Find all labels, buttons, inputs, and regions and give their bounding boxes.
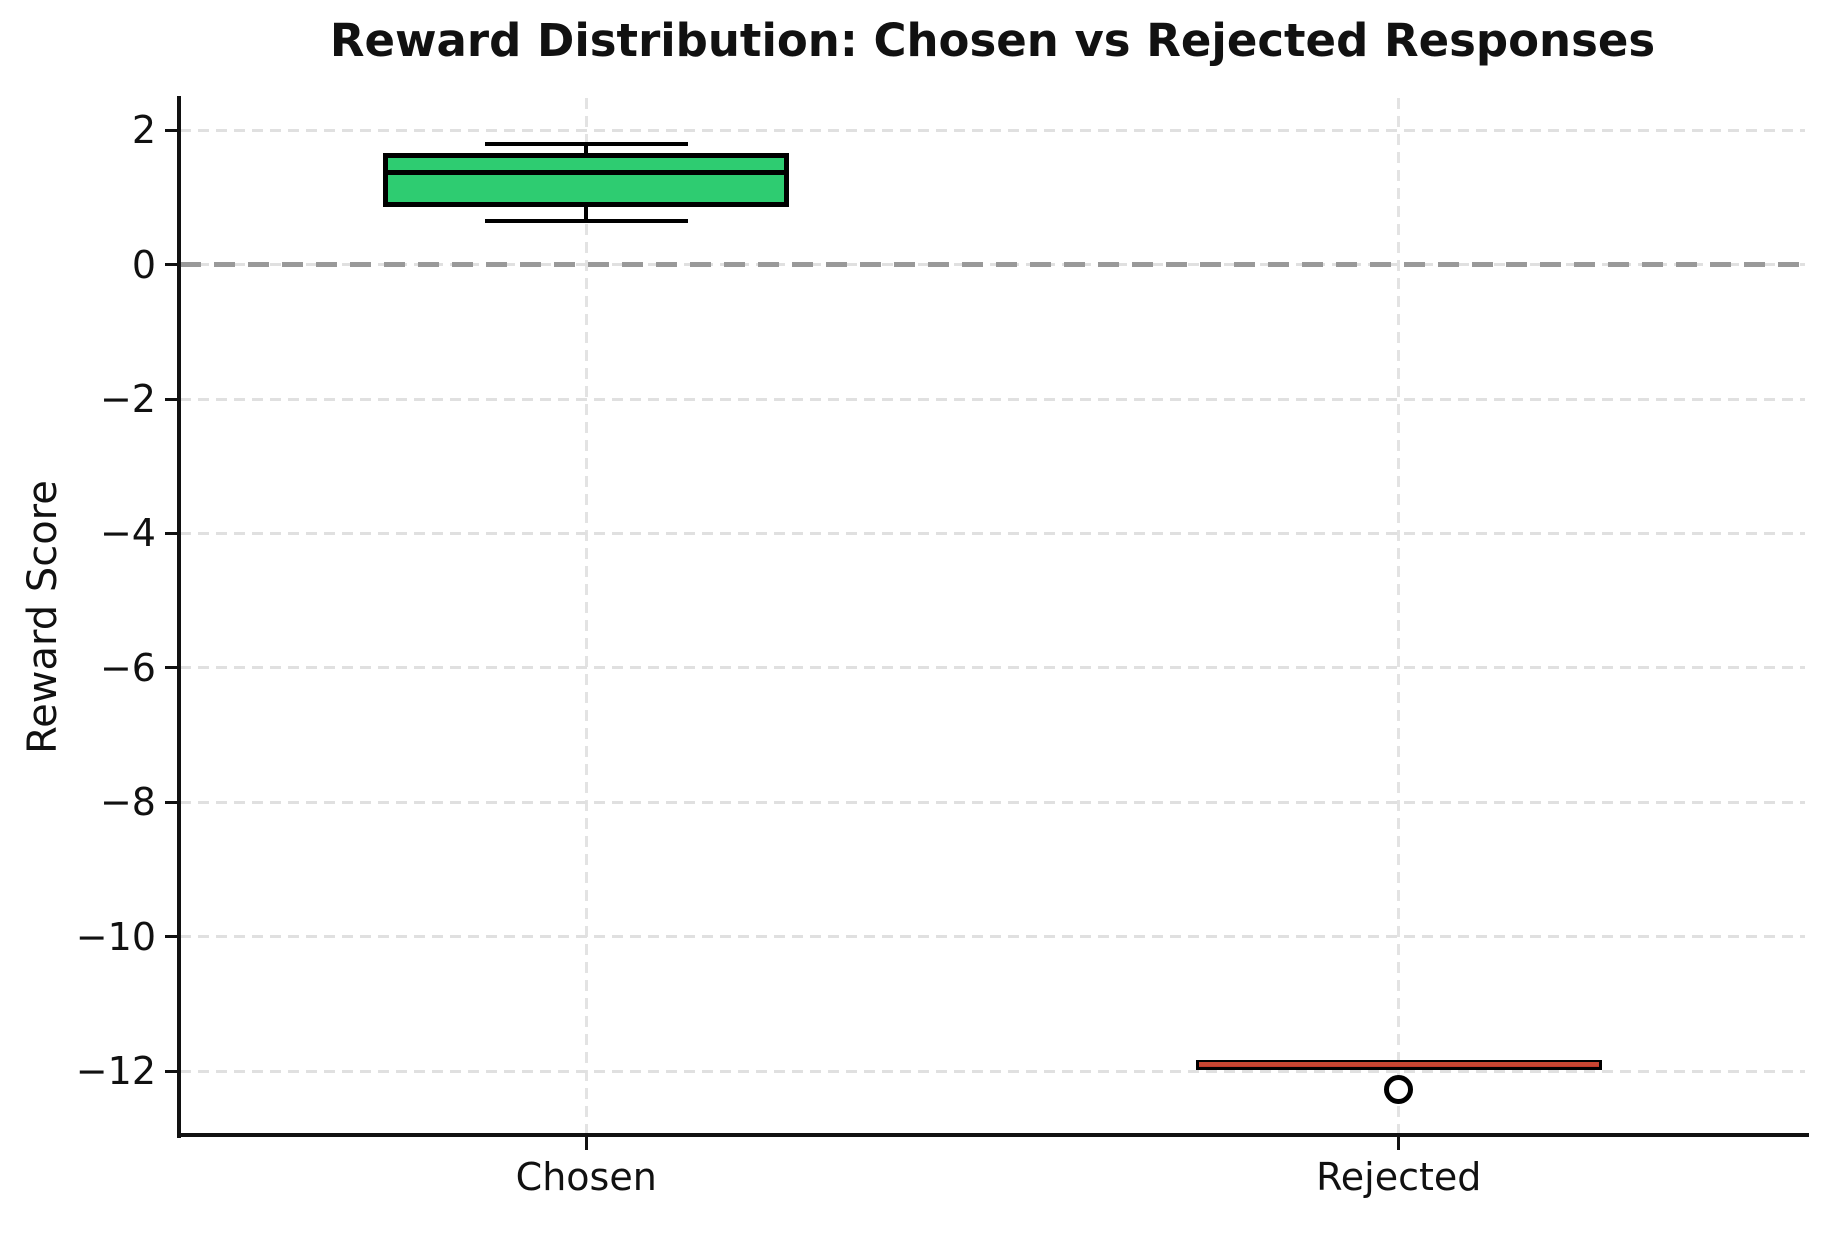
y-tick-label-0: 0 bbox=[131, 242, 156, 287]
y-tick-mark--8 bbox=[165, 800, 180, 804]
gridline-horizontal-y-12 bbox=[180, 1069, 1805, 1073]
whisker-lower-chosen bbox=[584, 206, 589, 221]
y-tick-mark--4 bbox=[165, 531, 180, 535]
y-tick-label-2: 2 bbox=[131, 108, 156, 153]
gridline-horizontal-y-2 bbox=[180, 397, 1805, 401]
plot-area bbox=[180, 98, 1805, 1135]
y-tick-label--6: −6 bbox=[99, 645, 156, 690]
gridline-horizontal-y2 bbox=[180, 128, 1805, 132]
y-tick-label--2: −2 bbox=[99, 377, 156, 422]
y-tick-mark--10 bbox=[165, 935, 180, 939]
y-tick-label--8: −8 bbox=[99, 780, 156, 825]
gridline-horizontal-y-10 bbox=[180, 935, 1805, 939]
y-tick-label--4: −4 bbox=[99, 511, 156, 556]
gridline-horizontal-y-4 bbox=[180, 531, 1805, 535]
gridline-horizontal-y-6 bbox=[180, 666, 1805, 670]
chart-title: Reward Distribution: Chosen vs Rejected … bbox=[329, 14, 1656, 67]
x-tick-label-rejected: Rejected bbox=[1316, 1155, 1482, 1199]
gridline-horizontal-y-8 bbox=[180, 800, 1805, 804]
y-axis-spine bbox=[177, 96, 181, 1138]
whisker-upper-chosen bbox=[584, 144, 589, 154]
outlier-marker-rejected-0 bbox=[1384, 1074, 1414, 1104]
y-tick-mark--6 bbox=[165, 666, 180, 670]
gridline-vertical-rejected bbox=[1397, 98, 1401, 1135]
zero-reference-line bbox=[180, 262, 1805, 268]
y-tick-mark--12 bbox=[165, 1069, 180, 1073]
x-tick-mark-chosen bbox=[584, 1135, 588, 1150]
y-tick-mark-2 bbox=[165, 128, 180, 132]
gridline-vertical-chosen bbox=[584, 98, 588, 1135]
whisker-cap-lower-chosen bbox=[484, 218, 688, 223]
box-chosen bbox=[383, 153, 790, 207]
x-tick-mark-rejected bbox=[1397, 1135, 1401, 1150]
median-line-chosen bbox=[388, 170, 785, 176]
y-tick-mark-0 bbox=[165, 263, 180, 267]
x-axis-spine bbox=[177, 1133, 1809, 1137]
y-tick-mark--2 bbox=[165, 397, 180, 401]
y-tick-label--12: −12 bbox=[75, 1049, 156, 1094]
x-tick-label-chosen: Chosen bbox=[515, 1155, 657, 1199]
median-line-rejected bbox=[1198, 1062, 1599, 1067]
y-tick-label--10: −10 bbox=[75, 914, 156, 959]
whisker-cap-upper-chosen bbox=[484, 142, 688, 147]
